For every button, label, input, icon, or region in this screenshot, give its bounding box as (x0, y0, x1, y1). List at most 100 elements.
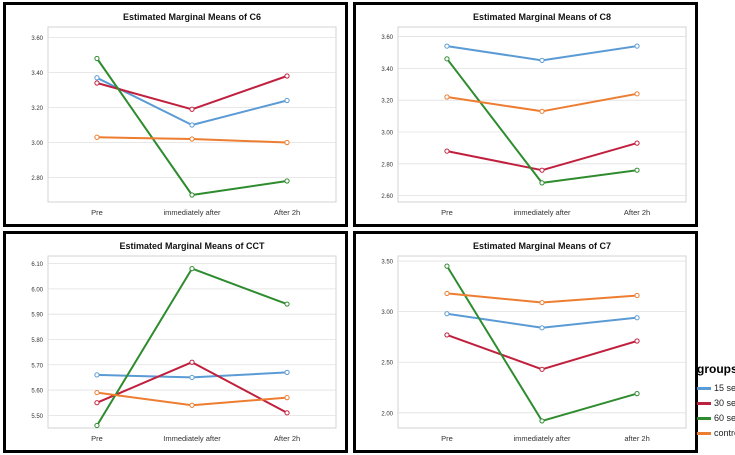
data-point-30-sec (189, 359, 195, 365)
y-tick-label: 5.80 (31, 338, 43, 344)
data-point-30-sec (444, 148, 450, 154)
y-tick-label: 3.60 (31, 36, 43, 42)
data-point-60-sec (539, 180, 545, 186)
y-tick-label: 2.50 (381, 361, 393, 367)
legend-label: 60 sec (714, 413, 735, 423)
y-tick-label: 3.50 (381, 260, 393, 266)
y-tick-label: 3.00 (381, 131, 393, 137)
data-point-60-sec (189, 266, 195, 272)
data-point-control (94, 134, 100, 140)
x-tick-label: After 2h (274, 208, 300, 217)
chart-cct: Estimated Marginal Means of CCT 5.50 5.60 5… (31, 241, 337, 443)
chart-c6: Estimated Marginal Means of C6 2.80 3.00 3.… (31, 12, 337, 217)
data-point-15-sec (94, 372, 100, 378)
data-point-60-sec (94, 422, 100, 429)
y-tick-label: 2.00 (381, 411, 393, 417)
y-tick-label: 5.70 (31, 363, 43, 369)
data-point-60-sec (284, 178, 290, 184)
data-point-control (189, 136, 195, 142)
data-point-15-sec (284, 97, 290, 104)
data-point-15-sec (539, 325, 545, 331)
chart-panel-c8: Estimated Marginal Means of C8 2.60 2.80 3.… (353, 2, 698, 227)
x-tick-label: after 2h (624, 434, 649, 443)
data-point-control (444, 290, 450, 297)
data-point-control (284, 395, 290, 401)
x-tick-label: Pre (441, 434, 453, 443)
legend-label: 15 sec (714, 383, 735, 393)
y-tick-label: 2.60 (381, 194, 393, 200)
legend-swatch-30-sec (697, 401, 711, 405)
x-tick-label: After 2h (624, 208, 650, 217)
chart-title: Estimated Marginal Means of CCT (119, 241, 265, 251)
legend-item-control: control (697, 427, 735, 439)
y-tick-label: 3.20 (381, 99, 393, 105)
legend-item-30-sec: 30 sec (697, 397, 735, 409)
y-tick-label: 2.80 (31, 176, 43, 182)
y-tick-label: 2.80 (381, 162, 393, 168)
plot-area (397, 26, 687, 203)
data-point-control (444, 94, 450, 100)
data-point-60-sec (284, 301, 290, 307)
data-point-15-sec (539, 57, 545, 64)
chart-panel-cct: Estimated Marginal Means of CCT 5.50 5.60 5… (3, 231, 348, 453)
data-point-60-sec (634, 167, 640, 173)
data-point-30-sec (634, 140, 640, 146)
plot-area (397, 255, 687, 429)
y-tick-label: 3.40 (31, 71, 43, 77)
chart-c7: Estimated Marginal Means of C7 2.00 2.50 3.… (381, 241, 687, 443)
legend-title: groups (697, 362, 735, 376)
data-point-15-sec (444, 43, 450, 49)
y-tick-label: 3.00 (381, 310, 393, 316)
data-point-30-sec (189, 106, 195, 112)
data-point-15-sec (189, 122, 195, 128)
y-tick-label: 5.50 (31, 414, 43, 420)
data-point-60-sec (444, 263, 450, 269)
data-point-control (284, 139, 290, 146)
data-point-control (539, 299, 545, 306)
x-tick-label: Pre (91, 208, 103, 217)
chart-title: Estimated Marginal Means of C8 (473, 12, 611, 22)
data-point-30-sec (94, 400, 100, 406)
chart-title: Estimated Marginal Means of C7 (473, 241, 611, 251)
legend-label: control (714, 428, 735, 438)
chart-panel-c6: Estimated Marginal Means of C6 2.80 3.00 3.… (3, 2, 348, 227)
data-point-30-sec (284, 410, 290, 416)
y-tick-label: 6.00 (31, 287, 43, 293)
data-point-30-sec (539, 366, 545, 372)
data-point-30-sec (94, 80, 100, 86)
legend-swatch-60-sec (697, 416, 711, 420)
y-tick-label: 5.60 (31, 389, 43, 395)
data-point-30-sec (444, 332, 450, 338)
chart-panel-c7: Estimated Marginal Means of C7 2.00 2.50 3.… (353, 231, 698, 453)
y-tick-label: 3.00 (31, 141, 43, 147)
data-point-15-sec (94, 75, 100, 81)
data-point-15-sec (634, 315, 640, 321)
data-point-30-sec (539, 167, 545, 173)
x-tick-label: immediately after (513, 434, 571, 443)
x-tick-label: After 2h (274, 434, 300, 443)
data-point-control (94, 389, 100, 396)
data-point-60-sec (444, 56, 450, 62)
chart-title: Estimated Marginal Means of C6 (123, 12, 261, 22)
y-tick-label: 3.20 (31, 106, 43, 112)
legend: groups 15 sec 30 sec 60 sec control (697, 362, 735, 452)
data-point-60-sec (189, 192, 195, 198)
data-point-control (189, 402, 195, 408)
x-tick-label: immediately after (163, 208, 221, 217)
y-tick-label: 5.90 (31, 313, 43, 319)
data-point-15-sec (284, 369, 290, 375)
data-point-30-sec (284, 73, 290, 79)
data-point-control (634, 91, 640, 97)
data-point-control (539, 108, 545, 114)
x-tick-label: Pre (441, 208, 453, 217)
data-point-60-sec (634, 391, 640, 397)
legend-label: 30 sec (714, 398, 735, 408)
data-point-15-sec (444, 311, 450, 317)
legend-swatch-15-sec (697, 386, 711, 390)
chart-c8: Estimated Marginal Means of C8 2.60 2.80 3.… (381, 12, 687, 217)
data-point-15-sec (634, 43, 640, 49)
data-point-30-sec (634, 338, 640, 344)
legend-item-60-sec: 60 sec (697, 412, 735, 424)
data-point-60-sec (94, 55, 100, 62)
y-tick-label: 3.40 (381, 67, 393, 73)
